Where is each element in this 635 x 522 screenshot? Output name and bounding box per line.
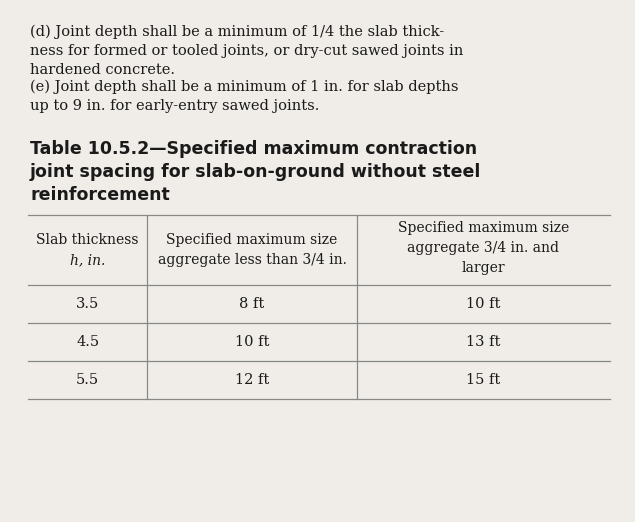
Text: 10 ft: 10 ft (235, 335, 269, 349)
Text: 3.5: 3.5 (76, 297, 99, 311)
Text: Specified maximum size: Specified maximum size (166, 233, 338, 247)
Text: Table 10.5.2—Specified maximum contraction: Table 10.5.2—Specified maximum contracti… (30, 140, 477, 158)
Text: 12 ft: 12 ft (235, 373, 269, 387)
Text: 4.5: 4.5 (76, 335, 99, 349)
Text: (d) Joint depth shall be a minimum of 1/4 the slab thick-: (d) Joint depth shall be a minimum of 1/… (30, 25, 444, 39)
Text: Specified maximum size: Specified maximum size (398, 221, 569, 235)
Text: hardened concrete.: hardened concrete. (30, 63, 175, 77)
Text: aggregate 3/4 in. and: aggregate 3/4 in. and (408, 241, 559, 255)
Text: joint spacing for slab-on-ground without steel: joint spacing for slab-on-ground without… (30, 163, 481, 181)
Text: 5.5: 5.5 (76, 373, 99, 387)
Text: 15 ft: 15 ft (466, 373, 500, 387)
Text: larger: larger (462, 261, 505, 275)
Text: h, in.: h, in. (70, 253, 105, 267)
Text: reinforcement: reinforcement (30, 186, 170, 204)
Text: up to 9 in. for early-entry sawed joints.: up to 9 in. for early-entry sawed joints… (30, 99, 319, 113)
Text: 8 ft: 8 ft (239, 297, 265, 311)
Text: 13 ft: 13 ft (466, 335, 500, 349)
Text: 10 ft: 10 ft (466, 297, 500, 311)
Text: (e) Joint depth shall be a minimum of 1 in. for slab depths: (e) Joint depth shall be a minimum of 1 … (30, 80, 458, 94)
Text: ness for formed or tooled joints, or dry-cut sawed joints in: ness for formed or tooled joints, or dry… (30, 44, 464, 58)
Text: Slab thickness: Slab thickness (36, 233, 139, 247)
Text: aggregate less than 3/4 in.: aggregate less than 3/4 in. (157, 253, 347, 267)
